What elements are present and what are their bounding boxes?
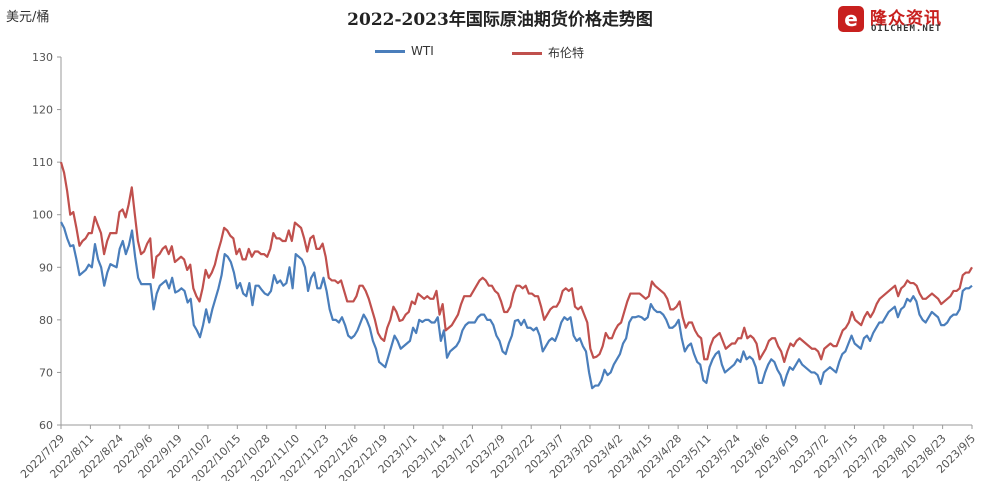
oilchem-logo: e 隆众资讯 OILCHEM.NET [838, 4, 998, 38]
legend-label-wti: WTI [411, 44, 434, 58]
y-tick-label: 70 [39, 366, 53, 379]
series-line-brent [59, 161, 973, 364]
y-axis-label: 美元/桶 [6, 10, 50, 25]
chart-lines [59, 161, 973, 390]
legend-item-brent: 布伦特 [512, 44, 584, 61]
y-tick-label: 110 [32, 156, 53, 169]
legend-item-wti: WTI [375, 44, 434, 58]
legend-swatch-wti [375, 50, 405, 53]
logo-mark-icon: e [838, 6, 864, 32]
series-line-wti [60, 221, 973, 390]
x-tick-labels: 2022/7/292022/8/112022/8/242022/9/62022/… [18, 432, 978, 481]
logo-text-en: OILCHEM.NET [871, 24, 942, 34]
y-tick-label: 80 [39, 314, 53, 327]
legend-label-brent: 布伦特 [548, 46, 585, 60]
chart-title: 2022-2023年国际原油期货价格走势图 [347, 10, 653, 30]
y-tick-label: 120 [32, 104, 53, 117]
y-tick-label: 60 [39, 419, 53, 432]
legend-swatch-brent [512, 52, 542, 55]
y-tick-label: 130 [32, 51, 53, 64]
chart-axes [57, 56, 973, 429]
y-tick-label: 100 [32, 209, 53, 222]
logo-text-cn: 隆众资讯 [870, 9, 942, 29]
y-tick-labels: 60 70 80 90 100 110 120 130 [32, 51, 53, 432]
y-tick-label: 90 [39, 261, 53, 274]
